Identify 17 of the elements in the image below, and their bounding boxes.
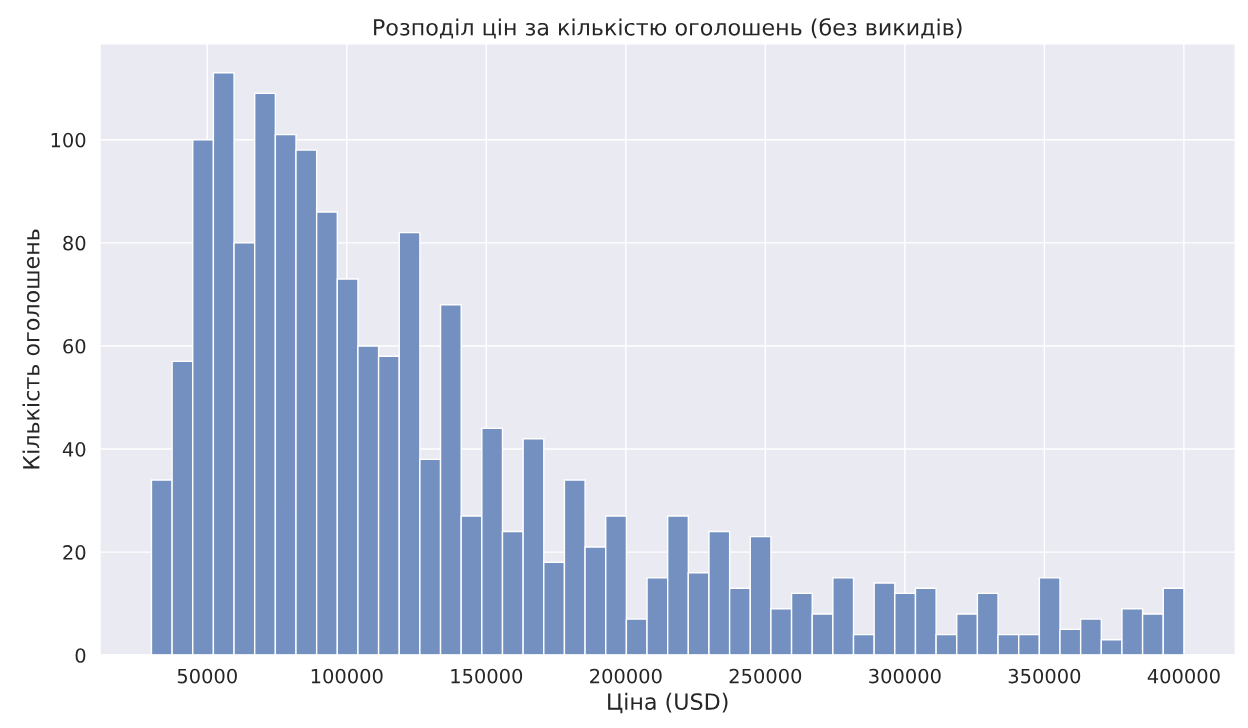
x-tick-label: 100000 (311, 668, 383, 684)
y-tick-label: 0 (75, 648, 86, 663)
y-axis-title: Кількість оголошень (22, 229, 40, 469)
y-tick-label: 40 (62, 442, 86, 457)
x-tick-label: 200000 (590, 668, 662, 684)
y-tick-label: 60 (63, 338, 86, 354)
x-tick-label: 50000 (177, 668, 237, 684)
x-tick-label: 250000 (729, 668, 802, 684)
x-tick-label: 400000 (1147, 668, 1220, 684)
x-tick-label: 350000 (1008, 668, 1081, 684)
x-tick-label: 300000 (869, 668, 941, 684)
x-tick-label: 150000 (451, 668, 523, 684)
y-tick-label: 100 (51, 132, 86, 148)
x-axis-title: Ціна (USD) (608, 692, 728, 714)
chart-title: Розподіл цін за кількістю оголошень (без викидів) (374, 18, 962, 39)
y-tick-label: 20 (63, 545, 86, 560)
y-tick-label: 80 (63, 235, 86, 251)
